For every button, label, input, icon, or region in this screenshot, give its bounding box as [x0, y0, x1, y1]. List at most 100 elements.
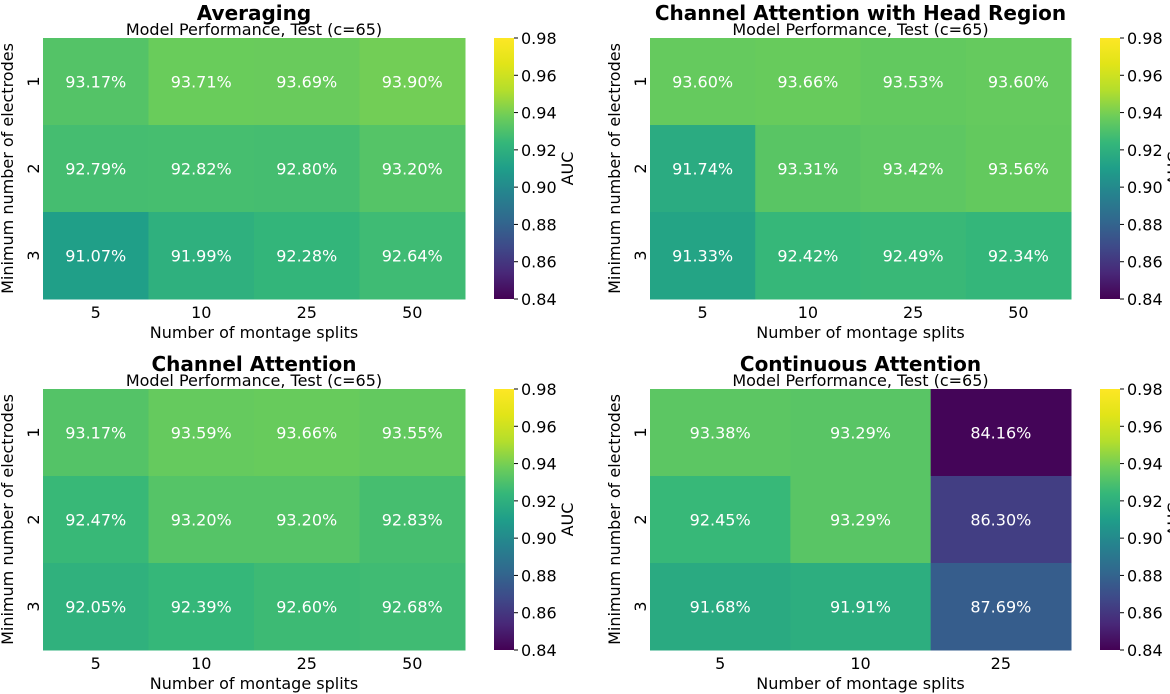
- cell-label: 93.38%: [690, 424, 751, 443]
- heatmap-panel-2: Channel Attention with Head RegionModel …: [605, 1, 1170, 342]
- heatmap-cell: [650, 389, 791, 477]
- cell-label: 92.45%: [690, 511, 751, 530]
- x-tick-label: 25: [297, 654, 317, 673]
- colorbar-tick-label: 0.98: [1127, 29, 1163, 48]
- cell-label: 92.60%: [276, 598, 337, 617]
- y-axis-label: Minimum number of electrodes: [0, 394, 17, 645]
- heatmap-cell: [860, 125, 967, 213]
- cell-label: 92.47%: [65, 511, 126, 530]
- colorbar-tick-label: 0.92: [521, 492, 557, 511]
- heatmap-cell: [790, 563, 932, 651]
- cell-label: 93.31%: [777, 160, 838, 179]
- heatmap-cell: [930, 563, 1072, 651]
- colorbar-tick-label: 0.98: [521, 29, 557, 48]
- chart-subtitle: Model Performance, Test (c=65): [732, 20, 988, 39]
- x-tick-label: 10: [850, 654, 870, 673]
- x-tick-label: 5: [91, 303, 101, 322]
- y-tick-label: 1: [631, 427, 650, 437]
- cell-label: 86.30%: [970, 511, 1031, 530]
- heatmap-cell: [43, 125, 149, 213]
- cell-label: 92.64%: [382, 247, 443, 266]
- y-tick-label: 3: [631, 601, 650, 611]
- heatmap-cell: [43, 389, 149, 477]
- cell-label: 92.49%: [883, 247, 944, 266]
- cell-label: 92.83%: [382, 511, 443, 530]
- colorbar-tick-label: 0.90: [521, 178, 557, 197]
- colorbar-tick-label: 0.92: [1127, 492, 1163, 511]
- cell-label: 92.05%: [65, 598, 126, 617]
- cell-label: 93.66%: [276, 424, 337, 443]
- colorbar: 0.98 0.96 0.94 0.92 0.90 0.88 0.86 0.84 AUC: [494, 380, 577, 660]
- cell-label: 93.29%: [830, 424, 891, 443]
- heatmap-cell: [755, 38, 861, 126]
- heatmap-cell: [43, 212, 149, 300]
- y-tick-label: 2: [24, 514, 43, 524]
- heatmap-cell: [860, 212, 967, 300]
- heatmap-cell: [43, 476, 149, 564]
- heatmap-cell: [965, 212, 1072, 300]
- cell-label: 91.99%: [171, 247, 232, 266]
- x-axis-label: Number of montage splits: [756, 674, 965, 693]
- heatmap-cell: [148, 389, 255, 477]
- colorbar-tick-label: 0.98: [521, 380, 557, 399]
- heatmap-cell: [43, 38, 149, 126]
- heatmap-cell: [650, 476, 791, 564]
- cell-label: 93.59%: [171, 424, 232, 443]
- colorbar-tick-label: 0.84: [521, 290, 557, 309]
- heatmap-cell: [359, 212, 466, 300]
- heatmap-cell: [650, 212, 756, 300]
- cell-label: 92.80%: [276, 160, 337, 179]
- colorbar-tick-label: 0.84: [1127, 641, 1163, 660]
- heatmap-cell: [650, 563, 791, 651]
- colorbar: 0.98 0.96 0.94 0.92 0.90 0.88 0.86 0.84 AUC: [1100, 29, 1170, 309]
- heatmap-cell: [254, 389, 360, 477]
- cell-label: 84.16%: [970, 424, 1031, 443]
- colorbar-gradient: [494, 389, 514, 650]
- heatmap-cell: [148, 476, 255, 564]
- colorbar-tick-label: 0.90: [1127, 529, 1163, 548]
- colorbar-tick-label: 0.84: [1127, 290, 1163, 309]
- heatmap-cell: [148, 38, 255, 126]
- cell-label: 93.53%: [883, 73, 944, 92]
- heatmap-cell: [359, 389, 466, 477]
- heatmap-cell: [755, 212, 861, 300]
- heatmap-cell: [965, 125, 1072, 213]
- cell-label: 93.55%: [382, 424, 443, 443]
- cell-label: 93.71%: [171, 73, 232, 92]
- heatmap-cell: [254, 476, 360, 564]
- y-axis-label: Minimum number of electrodes: [0, 43, 17, 294]
- colorbar: 0.98 0.96 0.94 0.92 0.90 0.88 0.86 0.84 AUC: [1100, 380, 1170, 660]
- y-tick-label: 1: [24, 76, 43, 86]
- x-tick-label: 5: [698, 303, 708, 322]
- colorbar-tick-label: 0.94: [1127, 104, 1163, 123]
- y-axis-label: Minimum number of electrodes: [605, 43, 624, 294]
- colorbar-tick-label: 0.88: [521, 566, 557, 585]
- y-tick-label: 2: [24, 163, 43, 173]
- x-tick-label: 25: [991, 654, 1011, 673]
- cell-label: 92.82%: [171, 160, 232, 179]
- colorbar-tick-label: 0.96: [1127, 66, 1163, 85]
- colorbar-tick-label: 0.90: [521, 529, 557, 548]
- colorbar-tick-label: 0.84: [521, 641, 557, 660]
- colorbar-gradient: [1100, 389, 1120, 650]
- chart-title: Averaging: [197, 1, 311, 25]
- heatmap-cell: [254, 38, 360, 126]
- colorbar-tick-label: 0.86: [1127, 604, 1163, 623]
- heatmap-cell: [148, 125, 255, 213]
- cell-label: 93.29%: [830, 511, 891, 530]
- chart-title: Continuous Attention: [740, 352, 981, 376]
- cell-label: 92.42%: [777, 247, 838, 266]
- y-tick-label: 1: [24, 427, 43, 437]
- chart-subtitle: Model Performance, Test (c=65): [126, 20, 382, 39]
- colorbar-tick-label: 0.96: [521, 417, 557, 436]
- cell-label: 92.79%: [65, 160, 126, 179]
- heatmap-cell: [650, 38, 756, 126]
- heatmap-cell: [860, 38, 967, 126]
- cell-label: 93.20%: [382, 160, 443, 179]
- chart-subtitle: Model Performance, Test (c=65): [126, 371, 382, 390]
- cell-label: 91.74%: [672, 160, 733, 179]
- colorbar-tick-label: 0.92: [1127, 141, 1163, 160]
